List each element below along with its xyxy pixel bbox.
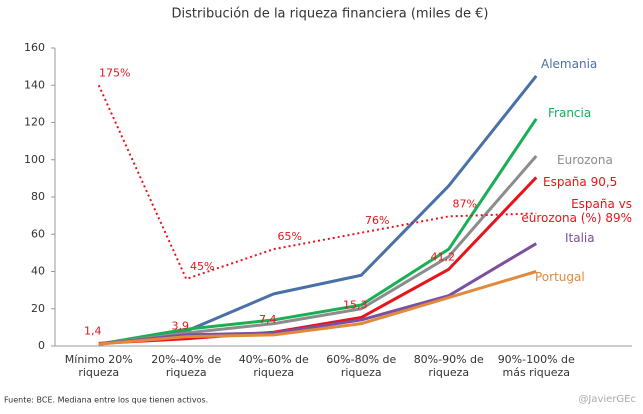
series-line bbox=[98, 117, 538, 346]
watermark: @JavierGEc bbox=[578, 394, 636, 405]
x-tick-label: 80%-90% de riqueza bbox=[413, 353, 484, 379]
series-line bbox=[98, 242, 538, 346]
data-label: 65% bbox=[278, 230, 302, 243]
x-tick-label: 60%-80% de riqueza bbox=[326, 353, 397, 379]
y-tick-label: 60 bbox=[31, 227, 45, 240]
legend-label: Eurozona bbox=[557, 153, 613, 167]
series-line bbox=[97, 84, 537, 280]
y-tick-label: 160 bbox=[24, 41, 45, 54]
y-tick-label: 80 bbox=[31, 190, 45, 203]
data-label: 15,3 bbox=[343, 299, 368, 312]
y-tick-label: 40 bbox=[31, 265, 45, 278]
x-tick-label: 20%-40% de riqueza bbox=[151, 353, 222, 379]
data-label: 76% bbox=[365, 214, 389, 227]
source-note: Fuente: BCE. Mediana entre los que tiene… bbox=[4, 396, 208, 405]
chart-title: Distribución de la riqueza financiera (m… bbox=[172, 7, 489, 22]
x-tick-label: 40%-60% de riqueza bbox=[238, 353, 309, 379]
legend-label: Francia bbox=[548, 106, 592, 120]
legend-label: Italia bbox=[565, 231, 595, 245]
series-line bbox=[98, 155, 538, 346]
legend-label: Alemania bbox=[541, 57, 598, 71]
series-line bbox=[98, 75, 538, 346]
x-tick-label: Mínimo 20% riqueza bbox=[64, 353, 133, 379]
y-tick-label: 20 bbox=[31, 302, 45, 315]
data-label: 87% bbox=[453, 197, 477, 210]
data-label: 7,4 bbox=[259, 313, 277, 326]
series-line bbox=[98, 270, 537, 346]
series-line bbox=[98, 176, 538, 345]
legend-label: España 90,5 bbox=[543, 175, 618, 189]
y-tick-label: 120 bbox=[24, 116, 45, 129]
data-label: 1,4 bbox=[84, 324, 102, 337]
y-tick-label: 140 bbox=[24, 78, 45, 91]
legend-label: España vs eurozona (%) 89% bbox=[521, 197, 632, 225]
data-label: 45% bbox=[190, 260, 214, 273]
data-label: 175% bbox=[99, 66, 130, 79]
data-label: 3,9 bbox=[172, 320, 190, 333]
y-tick-label: 0 bbox=[38, 339, 45, 352]
legend-label: Portugal bbox=[535, 270, 585, 284]
y-tick-label: 100 bbox=[24, 153, 45, 166]
data-label: 41,2 bbox=[431, 250, 456, 263]
x-tick-label: 90%-100% de más riqueza bbox=[497, 353, 575, 379]
